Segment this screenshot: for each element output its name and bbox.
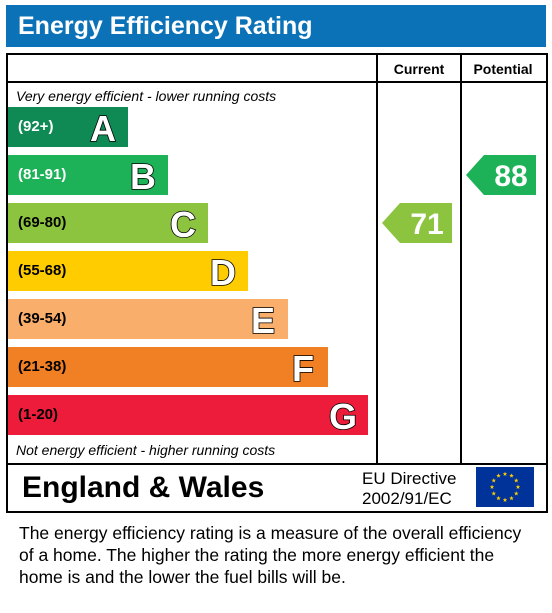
band-letter-text: C	[170, 204, 196, 243]
region-label: England & Wales	[22, 471, 265, 504]
band-range: (39-54)	[18, 310, 67, 327]
chart-title: Energy Efficiency Rating	[18, 12, 313, 40]
band-letter: F	[291, 347, 315, 387]
band-letter-text: D	[210, 252, 236, 291]
eu-directive-line2: 2002/91/EC	[362, 489, 452, 508]
top-caption: Very energy efficient - lower running co…	[16, 88, 277, 104]
band-letter: D	[209, 251, 237, 291]
band-c: (69-80) C	[8, 203, 208, 243]
eu-star-icon	[496, 495, 501, 501]
band-b: (81-91) B	[8, 155, 168, 195]
current-rating-arrow-value: 71	[410, 208, 443, 241]
band-letter: C	[169, 203, 197, 243]
eu-directive-line1: EU Directive	[362, 469, 457, 488]
band-letter-text: A	[90, 108, 116, 147]
eu-star-icon	[513, 491, 519, 496]
band-letter-text: E	[251, 300, 275, 339]
eu-star-icon	[489, 484, 495, 489]
bottom-caption: Not energy efficient - higher running co…	[16, 442, 276, 458]
band-f: (21-38) F	[8, 347, 328, 387]
potential-column-divider	[460, 53, 462, 465]
title-bar: Energy Efficiency Rating	[6, 5, 546, 47]
current-rating-arrow: 71	[382, 203, 452, 243]
band-range: (69-80)	[18, 214, 67, 231]
eu-star-icon	[502, 471, 508, 476]
potential-rating-arrow-value: 88	[494, 160, 527, 193]
eu-star-icon	[515, 484, 521, 489]
band-letter: G	[328, 395, 358, 435]
eu-directive: EU Directive 2002/91/EC	[362, 469, 456, 509]
band-a: (92+) A	[8, 107, 128, 147]
eu-star-icon	[513, 478, 519, 483]
eu-flag-icon	[476, 467, 534, 507]
band-letter: E	[250, 299, 276, 339]
band-range: (55-68)	[18, 262, 67, 279]
band-letter-text: G	[329, 396, 357, 435]
current-column-divider	[376, 53, 378, 465]
band-e: (39-54) E	[8, 299, 288, 339]
band-letter: B	[129, 155, 157, 195]
potential-rating-arrow-shape	[466, 155, 536, 195]
potential-column-header: Potential	[473, 61, 533, 77]
band-range: (1-20)	[18, 406, 59, 423]
band-range: (81-91)	[18, 166, 67, 183]
band-letter: A	[89, 107, 117, 147]
current-column-header: Current	[393, 61, 445, 77]
current-rating-arrow-shape	[382, 203, 452, 243]
description: The energy efficiency rating is a measur…	[19, 523, 522, 587]
eu-star-icon	[491, 478, 497, 483]
band-range: (21-38)	[18, 358, 67, 375]
eu-star-icon	[496, 473, 501, 478]
eu-star-icon	[509, 495, 514, 501]
eu-star-icon	[509, 473, 514, 478]
footer-divider	[6, 463, 546, 465]
band-letter-text: F	[292, 348, 314, 387]
potential-rating-arrow: 88	[466, 155, 536, 195]
chart-frame	[6, 53, 548, 513]
band-d: (55-68) D	[8, 251, 248, 291]
header-divider	[6, 81, 546, 83]
eu-star-icon	[491, 491, 497, 496]
band-range: (92+)	[18, 118, 54, 135]
band-letter-text: B	[130, 156, 156, 195]
band-g: (1-20) G	[8, 395, 368, 435]
eu-star-icon	[502, 497, 508, 502]
